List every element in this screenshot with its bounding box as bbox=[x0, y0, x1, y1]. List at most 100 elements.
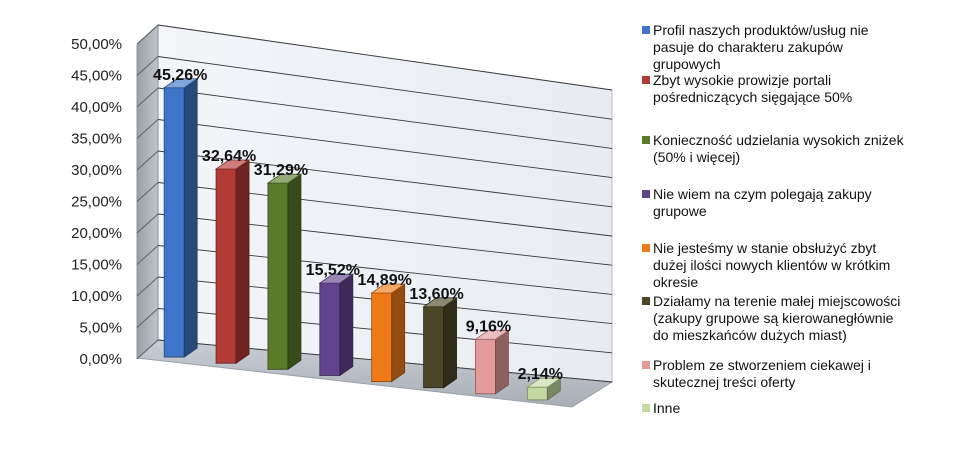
y-tick-label: 15,00% bbox=[71, 257, 122, 274]
side-gridline bbox=[136, 24, 159, 45]
bar-front bbox=[267, 182, 289, 370]
bar bbox=[370, 283, 406, 383]
y-tick-label: 20,00% bbox=[71, 225, 122, 242]
legend-label: Profil naszych produktów/usług nie bbox=[653, 22, 869, 38]
legend-swatch bbox=[642, 26, 650, 34]
legend-label: okresie bbox=[653, 274, 699, 290]
legend-label: dużej ilości nowych klientów w krótkim bbox=[653, 257, 891, 273]
bar bbox=[474, 329, 510, 395]
legend-swatch bbox=[642, 190, 650, 198]
legend-label: do mieszkańców dużych miast) bbox=[653, 327, 847, 343]
data-label: 2,14% bbox=[518, 366, 563, 383]
y-tick-label: 5,00% bbox=[79, 320, 122, 337]
legend-item: Profil naszych produktów/usług nie pasuje… bbox=[640, 22, 869, 73]
legend-swatch bbox=[642, 404, 650, 412]
legend-item: Działamy na terenie małej miejscowości (z… bbox=[640, 293, 900, 344]
y-tick-label: 0,00% bbox=[79, 351, 122, 368]
gridline bbox=[157, 24, 613, 91]
bar bbox=[266, 173, 303, 371]
legend-label: pośredniczących sięgające 50% bbox=[653, 89, 853, 105]
y-tick-label: 45,00% bbox=[71, 68, 122, 85]
legend-label: grupowe bbox=[653, 203, 707, 219]
legend-label: Konieczność udzielania wysokich zniżek bbox=[653, 132, 904, 148]
legend-label: Nie wiem na czym polegają zakupy bbox=[653, 186, 872, 202]
legend-label: Inne bbox=[653, 400, 681, 416]
y-tick-label: 25,00% bbox=[71, 194, 122, 211]
data-label: 14,89% bbox=[358, 272, 412, 289]
legend-item: Nie wiem na czym polegają zakupy grupowe bbox=[640, 186, 872, 220]
bar-top bbox=[214, 159, 251, 170]
legend-label: Działamy na terenie małej miejscowości bbox=[653, 293, 901, 309]
side-gridline bbox=[136, 56, 159, 76]
bar-top bbox=[474, 329, 510, 340]
legend-swatch bbox=[642, 361, 650, 369]
bar bbox=[422, 297, 458, 389]
bar-front bbox=[371, 292, 393, 382]
legend-label: skutecznej treści oferty bbox=[653, 374, 796, 390]
bar-front bbox=[319, 282, 341, 376]
bar bbox=[162, 78, 199, 358]
legend-label: (zakupy grupowe są kierowanegłównie bbox=[653, 310, 894, 326]
legend-label: Problem ze stworzeniem ciekawej i bbox=[653, 357, 871, 373]
legend-label: Nie jesteśmy w stanie obsłużyć zbyt bbox=[653, 240, 877, 256]
legend-item: Konieczność udzielania wysokich zniżek (5… bbox=[640, 132, 904, 166]
side-gridline bbox=[136, 276, 159, 297]
bar-side bbox=[391, 283, 406, 383]
y-tick-label: 40,00% bbox=[71, 99, 122, 116]
bar-side bbox=[235, 159, 250, 364]
bar-front bbox=[475, 338, 496, 395]
side-gridline bbox=[136, 308, 159, 328]
bar-side bbox=[339, 273, 354, 377]
y-tick-label: 50,00% bbox=[71, 36, 122, 53]
bar-front bbox=[526, 386, 548, 401]
legend-label: Zbyt wysokie prowizje portali bbox=[653, 72, 832, 88]
bar-side bbox=[495, 329, 509, 395]
side-gridline bbox=[136, 213, 159, 234]
y-tick-label: 35,00% bbox=[71, 131, 122, 148]
gridline bbox=[157, 87, 613, 149]
data-label: 15,52% bbox=[306, 262, 360, 279]
side-gridline bbox=[136, 87, 159, 108]
gridline bbox=[157, 119, 613, 179]
bar-side bbox=[443, 297, 457, 389]
bar-front bbox=[423, 306, 444, 389]
bar-front bbox=[215, 168, 237, 364]
y-tick-label: 10,00% bbox=[71, 288, 122, 305]
legend-item: Inne bbox=[640, 400, 680, 417]
data-label: 45,26% bbox=[153, 67, 207, 84]
bar-front bbox=[163, 87, 185, 358]
bar bbox=[318, 273, 355, 377]
bar-top bbox=[266, 173, 303, 184]
bar-top bbox=[526, 377, 562, 388]
data-label: 9,16% bbox=[466, 318, 511, 335]
data-label: 32,64% bbox=[202, 148, 256, 165]
legend-label: pasuje do charakteru zakupów bbox=[653, 39, 843, 55]
legend-swatch bbox=[642, 244, 650, 252]
bar bbox=[526, 377, 562, 401]
data-label: 13,60% bbox=[409, 286, 463, 303]
data-label: 31,29% bbox=[254, 162, 308, 179]
legend-label: grupowych bbox=[653, 56, 721, 72]
bar-side bbox=[287, 173, 302, 371]
side-gridline bbox=[136, 119, 159, 139]
bar bbox=[214, 159, 251, 364]
legend-swatch bbox=[642, 297, 650, 305]
legend-item: Nie jesteśmy w stanie obsłużyć zbyt dużej… bbox=[640, 240, 890, 291]
bar-top bbox=[370, 283, 406, 294]
bar-top bbox=[318, 273, 355, 284]
side-gridline bbox=[136, 245, 159, 265]
legend-swatch bbox=[642, 76, 650, 84]
legend-item: Problem ze stworzeniem ciekawej i skutecz… bbox=[640, 357, 871, 391]
legend-swatch bbox=[642, 136, 650, 144]
bar-top bbox=[422, 297, 458, 308]
gridline bbox=[157, 56, 613, 120]
bar-top bbox=[162, 78, 199, 89]
side-gridline bbox=[136, 339, 159, 360]
y-tick-label: 30,00% bbox=[71, 162, 122, 179]
side-gridline bbox=[136, 182, 159, 202]
side-gridline bbox=[136, 150, 159, 171]
legend-label: (50% i więcej) bbox=[653, 149, 741, 165]
bar-side bbox=[183, 78, 198, 358]
